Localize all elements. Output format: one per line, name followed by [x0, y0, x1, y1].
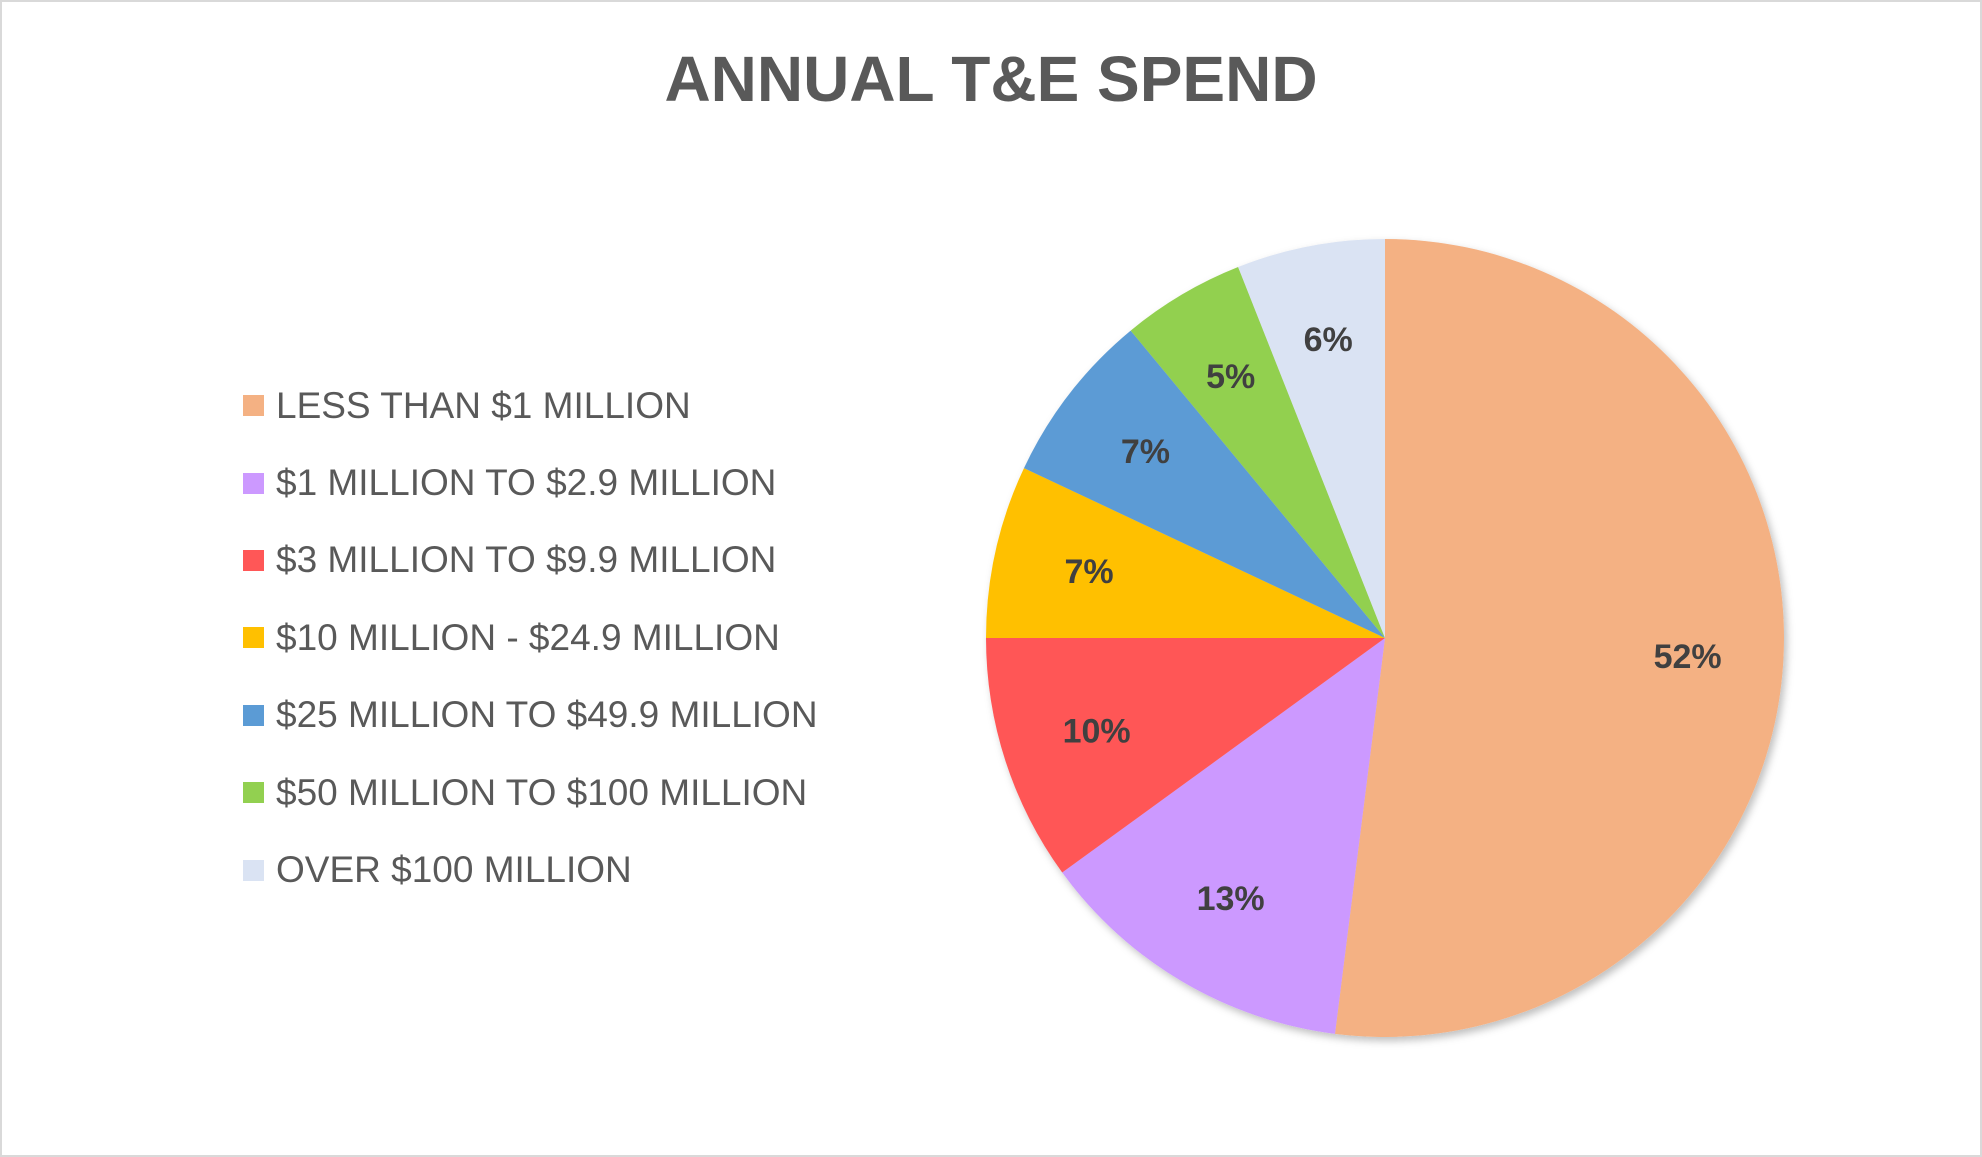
pie-slices: [986, 239, 1784, 1037]
chart-title: ANNUAL T&E SPEND: [664, 43, 1318, 115]
pie-data-label: 10%: [1063, 713, 1131, 751]
legend-swatch: [243, 704, 264, 726]
pie-slice: [1023, 330, 1385, 638]
legend-item: OVER $100 MILLION: [243, 831, 818, 908]
legend-label: $10 MILLION - $24.9 MILLION: [276, 616, 780, 658]
legend-swatch: [243, 859, 264, 881]
legend-label: $1 MILLION TO $2.9 MILLION: [276, 462, 777, 504]
legend-label: $3 MILLION TO $9.9 MILLION: [276, 539, 777, 581]
legend-label: $50 MILLION TO $100 MILLION: [276, 771, 808, 813]
pie-data-label: 13%: [1197, 880, 1265, 918]
legend-label: LESS THAN $1 MILLION: [276, 384, 691, 426]
pie-slice: [1334, 239, 1784, 1037]
legend-item: $1 MILLION TO $2.9 MILLION: [243, 444, 818, 521]
legend-swatch: [243, 395, 264, 417]
pie-data-label: 7%: [1064, 553, 1113, 591]
legend: LESS THAN $1 MILLION $1 MILLION TO $2.9 …: [243, 367, 818, 909]
legend-item: $3 MILLION TO $9.9 MILLION: [243, 522, 818, 599]
pie-data-label: 52%: [1654, 638, 1722, 676]
pie-data-label: 7%: [1121, 433, 1170, 471]
legend-item: $50 MILLION TO $100 MILLION: [243, 754, 818, 831]
pie-data-label: 6%: [1304, 321, 1353, 359]
legend-label: OVER $100 MILLION: [276, 849, 632, 891]
legend-swatch: [243, 472, 264, 494]
legend-swatch: [243, 782, 264, 804]
pie-slice: [1130, 267, 1385, 638]
pie-slice: [986, 638, 1385, 873]
pie-slice: [986, 468, 1385, 638]
legend-swatch: [243, 549, 264, 571]
pie-data-labels: 52% 13% 10% 7% 7% 5% 6%: [1063, 321, 1722, 918]
pie-slice: [1062, 638, 1385, 1034]
legend-item: $10 MILLION - $24.9 MILLION: [243, 599, 818, 676]
legend-swatch: [243, 627, 264, 649]
legend-item: $25 MILLION TO $49.9 MILLION: [243, 677, 818, 754]
pie-data-label: 5%: [1206, 358, 1255, 396]
legend-item: LESS THAN $1 MILLION: [243, 367, 818, 444]
legend-label: $25 MILLION TO $49.9 MILLION: [276, 694, 818, 736]
pie-slice: [1238, 239, 1385, 638]
